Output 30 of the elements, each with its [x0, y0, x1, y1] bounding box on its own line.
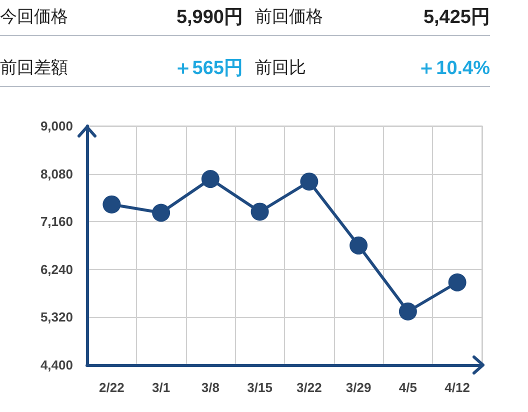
text: 今回価格: [0, 0, 115, 36]
y-tick-label: 8,080: [40, 166, 73, 182]
y-tick-label: 4,400: [40, 358, 73, 372]
x-tick-label: 2/22: [99, 380, 124, 395]
y-tick-label: 9,000: [40, 118, 73, 134]
x-tick-label: 4/5: [398, 380, 417, 395]
point: [300, 172, 318, 191]
point: [350, 236, 368, 254]
point: [448, 273, 466, 292]
x-tick-label: 4/12: [444, 380, 470, 395]
text: ＋10.4%: [373, 51, 490, 87]
point: [201, 170, 220, 188]
text: 前回比: [243, 51, 373, 87]
y-tick-label: 5,320: [40, 310, 73, 325]
text: 5,425円: [373, 0, 490, 36]
point: [102, 195, 121, 214]
text: 前回価格: [243, 0, 373, 36]
text: 前回差額: [0, 51, 115, 87]
y-tick-label: 7,160: [40, 214, 73, 230]
x-tick-label: 3/22: [296, 380, 322, 395]
text: ＋565円: [115, 51, 243, 87]
point: [398, 302, 417, 320]
text: 5,990円: [115, 0, 243, 36]
x-tick-label: 3/8: [201, 380, 220, 395]
point: [250, 202, 269, 221]
point: [152, 204, 170, 222]
y-tick-label: 6,240: [40, 262, 73, 277]
x-tick-label: 3/29: [346, 380, 372, 395]
x-tick-label: 3/1: [152, 380, 170, 395]
x-tick-label: 3/15: [247, 380, 272, 395]
